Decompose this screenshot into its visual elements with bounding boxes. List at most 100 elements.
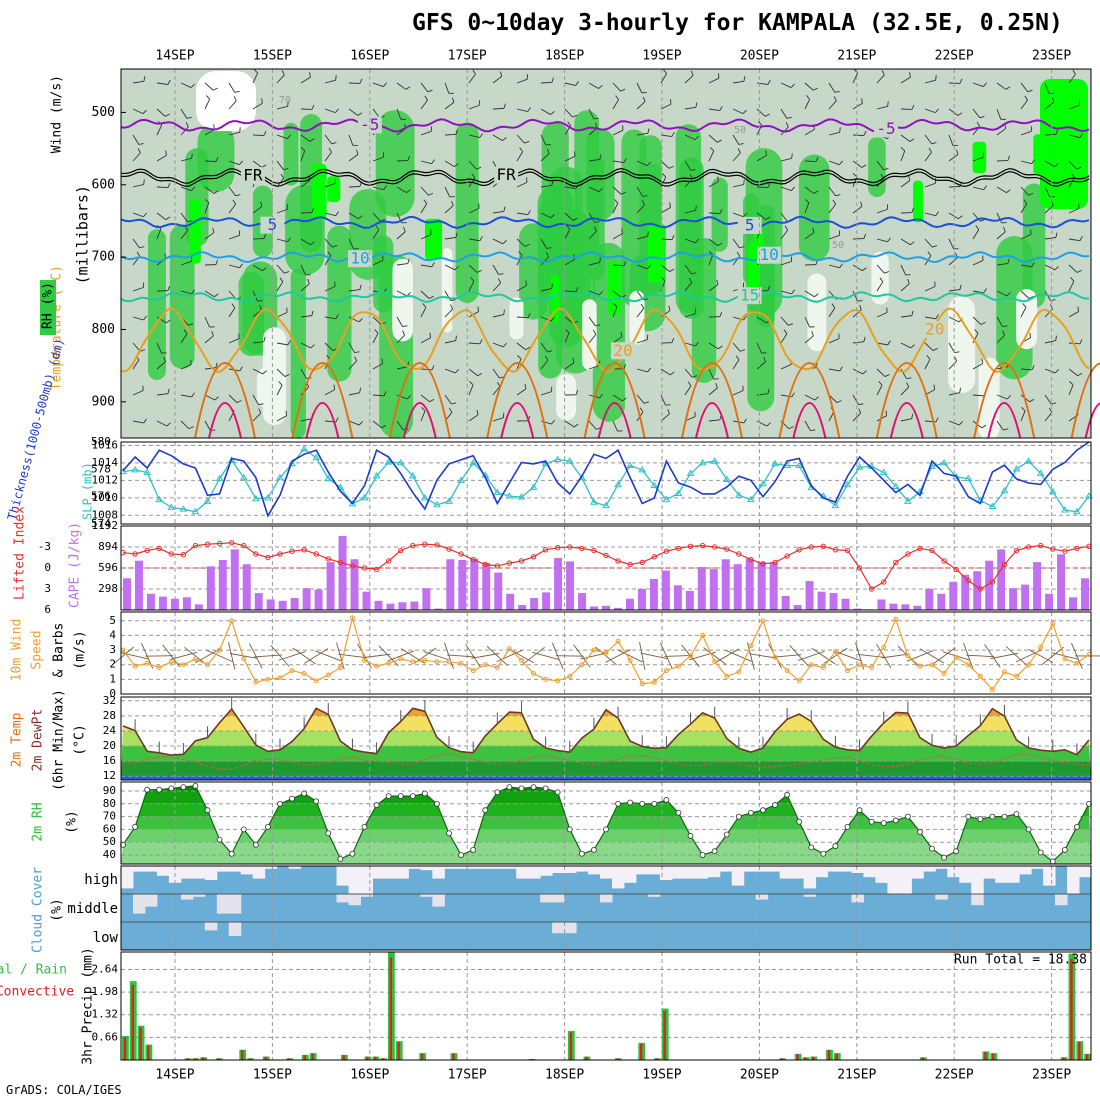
grads-credit: GrADS: COLA/IGES	[6, 1083, 122, 1097]
upper-wind-barb	[496, 381, 501, 387]
upper-wind-barb	[615, 95, 619, 100]
upper-wind-barb	[358, 318, 363, 323]
upper-wind-barb	[204, 335, 214, 344]
upper-wind-barb	[228, 100, 237, 110]
isotherm-label: 10	[350, 249, 369, 268]
wind-10m-barb	[111, 646, 135, 666]
upper-wind-barb	[828, 338, 840, 344]
cloud-bar-high	[923, 866, 936, 872]
rh-marker	[337, 855, 344, 862]
cape-bar	[661, 570, 670, 610]
upper-wind-barb	[671, 234, 675, 240]
upper-wind-barb	[444, 394, 452, 405]
upper-wind-barb	[215, 362, 218, 368]
upper-wind-barb	[348, 392, 360, 396]
isotherm-label: 10	[760, 245, 779, 264]
rh-marker	[554, 789, 561, 796]
slp-marker	[1073, 507, 1081, 515]
upper-wind-barb	[948, 134, 954, 146]
lifted-index-marker	[530, 554, 537, 560]
upper-wind-barb	[380, 218, 386, 222]
precip-convective-bar	[921, 1057, 924, 1060]
upper-wind-barb	[1050, 304, 1053, 310]
upper-wind-barb	[1071, 173, 1076, 178]
upper-wind-barb	[276, 385, 283, 396]
slp-marker	[1000, 486, 1009, 494]
cloud-bar-middle	[600, 894, 613, 903]
isotherm-line	[875, 362, 938, 439]
upper-wind-barb	[780, 157, 792, 162]
cape-bar	[446, 559, 455, 610]
upper-wind-barb	[335, 75, 337, 81]
upper-wind-barb	[612, 303, 618, 308]
upper-wind-barb	[1020, 99, 1028, 110]
isotherm-line	[208, 402, 242, 439]
upper-wind-barb	[444, 102, 455, 110]
upper-wind-barb	[374, 329, 379, 334]
upper-wind-barb	[1055, 232, 1058, 238]
upper-wind-barb	[815, 156, 819, 162]
upper-wind-barb	[331, 141, 337, 145]
cloud-bar-high	[121, 866, 134, 889]
precip-convective-bar	[1078, 1042, 1081, 1060]
upper-wind-barb	[276, 105, 288, 110]
slp-marker	[831, 501, 840, 509]
upper-wind-barb	[132, 80, 144, 84]
precip-convective-bar	[780, 1058, 784, 1060]
cloud-bar-high	[683, 866, 697, 879]
wind-10m-barb	[496, 649, 523, 663]
upper-wind-barb	[335, 108, 339, 113]
precip-frame	[120, 951, 1092, 1061]
upper-air-frame	[120, 68, 1092, 439]
upper-wind-barb	[492, 314, 504, 318]
upper-wind-barb	[479, 339, 483, 344]
upper-wind-barb	[839, 366, 843, 372]
upper-wind-barb	[948, 238, 955, 250]
cloud-bar-middle	[540, 894, 553, 903]
slp-marker	[251, 494, 260, 502]
upper-wind-barb	[132, 152, 141, 162]
upper-wind-barb	[137, 148, 141, 154]
cloud-bar-high	[264, 866, 278, 869]
rh-marker	[132, 823, 138, 830]
cape-bar	[314, 589, 323, 610]
upper-wind-barb	[948, 420, 960, 426]
cape-bar	[218, 559, 227, 610]
date-label-top: 16SEP	[350, 49, 389, 64]
upper-wind-barb	[954, 356, 958, 362]
precip-convective-bar	[569, 1032, 572, 1060]
slp-marker	[698, 458, 707, 466]
date-label-bottom: 14SEP	[155, 1068, 194, 1083]
wind-tick-label: 1	[109, 672, 116, 685]
upper-wind-barb	[996, 212, 1003, 224]
upper-wind-barb	[911, 310, 914, 316]
wind-10m-barb	[1041, 646, 1064, 666]
slp-marker	[239, 473, 248, 481]
wind-speed-line	[122, 615, 1090, 691]
upper-wind-barb	[708, 181, 719, 188]
upper-wind-barb	[285, 410, 288, 416]
precip-convective-bar	[663, 1011, 666, 1060]
upper-wind-barb	[612, 290, 623, 299]
upper-wind-barb	[540, 81, 553, 84]
upper-wind-barb	[910, 241, 915, 246]
wind-speed-marker	[168, 659, 174, 665]
wind-tick-label: 0	[109, 687, 116, 700]
upper-wind-barb	[708, 134, 718, 143]
upper-wind-barb	[828, 234, 840, 240]
upper-wind-barb	[310, 241, 315, 246]
upper-wind-barb	[708, 342, 719, 350]
wind-speed-marker	[289, 668, 295, 674]
upper-wind-barb	[828, 131, 840, 136]
upper-wind-barb	[420, 264, 432, 268]
wind-speed-marker	[156, 665, 162, 671]
wind-speed-marker	[748, 643, 754, 649]
upper-wind-barb	[588, 158, 600, 162]
cape-bar	[170, 598, 179, 610]
upper-wind-barb	[1044, 205, 1054, 214]
upper-wind-barb	[502, 240, 507, 245]
lifted-index-marker	[591, 547, 597, 554]
upper-wind-barb	[524, 383, 527, 389]
li-tick-label: 3	[44, 582, 51, 595]
upper-wind-barb	[660, 73, 667, 84]
